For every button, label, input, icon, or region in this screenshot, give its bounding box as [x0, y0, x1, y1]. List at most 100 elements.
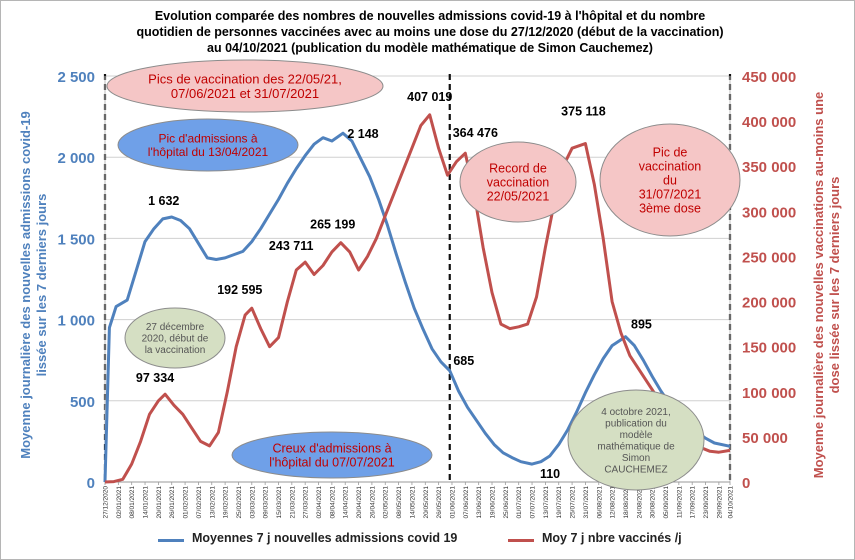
data-label: 243 711	[269, 239, 314, 253]
callout-text: 2020, début de	[142, 334, 209, 345]
legend: Moyennes 7 j nouvelles admissions covid …	[150, 531, 750, 553]
x-tick-label: 19/02/2021	[223, 486, 230, 519]
axes: 0 500 1 000 1 500 2 000 2 500 0 50 000 100 000 15…	[57, 69, 796, 519]
x-tick-label: 13/07/2021	[543, 486, 550, 519]
right-tick-label: 100 000	[742, 385, 796, 402]
chart-svg: 0 500 1 000 1 500 2 000 2 500 0 50 000 100 000 15…	[57, 59, 796, 519]
x-tick-label: 11/09/2021	[676, 486, 683, 518]
data-labels: 1 632 2 148 685 110 895 97 334 192 595 243 711 2…	[136, 90, 652, 481]
x-tick-label: 06/08/2021	[596, 486, 603, 519]
data-label: 1 632	[148, 194, 179, 208]
x-tick-label: 07/02/2021	[196, 486, 203, 519]
data-label: 110	[540, 467, 560, 481]
data-label: 97 334	[136, 371, 174, 385]
callout-shape	[106, 59, 384, 113]
x-tick-label: 19/06/2021	[490, 486, 497, 519]
x-tick-label: 08/01/2021	[129, 486, 136, 519]
title-line-3: au 04/10/2021 (publication du modèle mat…	[207, 41, 653, 55]
x-tick-label: 19/07/2021	[556, 486, 563, 519]
callout-text: vaccination	[487, 175, 550, 189]
data-label: 364 476	[453, 126, 498, 140]
x-tick-label: 25/02/2021	[236, 486, 243, 519]
x-tick-label: 25/07/2021	[570, 486, 577, 519]
x-tick-label: 01/07/2021	[516, 486, 523, 519]
right-tick-label: 300 000	[742, 204, 796, 221]
x-tick-label: 27/12/2020	[103, 486, 110, 519]
callout-text: publication du	[605, 418, 667, 429]
x-tick-label: 14/04/2021	[343, 486, 350, 519]
x-tick-label: 21/03/2021	[289, 486, 296, 519]
x-tick-label: 01/06/2021	[449, 486, 456, 519]
legend-swatch-admissions	[158, 539, 184, 542]
callout-text: l'hôpital du 07/07/2021	[269, 455, 394, 469]
x-tick-label: 07/06/2021	[463, 486, 470, 519]
admissions-line	[103, 131, 731, 483]
data-label: 265 199	[310, 218, 355, 232]
x-tick-label: 13/02/2021	[209, 486, 216, 519]
callout-shape	[459, 141, 577, 223]
x-tick-label: 12/08/2021	[610, 486, 617, 519]
x-tick-label: 26/01/2021	[169, 486, 176, 519]
x-tick-label: 15/03/2021	[276, 486, 283, 519]
callout-text: la vaccination	[145, 345, 206, 356]
callout-text: 22/05/2021	[487, 189, 550, 203]
x-tick-label: 25/06/2021	[503, 486, 510, 519]
x-tick-label: 20/01/2021	[156, 486, 163, 519]
x-tick-label: 03/03/2021	[249, 486, 256, 519]
callout-text: Pics de vaccination des 22/05/21,	[148, 71, 342, 86]
legend-label-admissions: Moyennes 7 j nouvelles admissions covid …	[192, 531, 458, 545]
callout-text: 3ème dose	[639, 201, 701, 215]
right-tick-label: 50 000	[742, 430, 788, 447]
callout-text: modèle	[620, 430, 653, 441]
x-tick-label: 18/08/2021	[623, 486, 630, 519]
x-tick-label: 20/04/2021	[356, 486, 363, 519]
left-tick-label: 2 500	[57, 69, 95, 86]
callout-text: 4 octobre 2021,	[601, 407, 671, 418]
chart-title: Evolution comparée des nombres de nouvel…	[60, 8, 800, 56]
right-tick-label: 200 000	[742, 295, 796, 312]
x-tick-label: 27/03/2021	[303, 486, 310, 519]
x-tick-label: 14/01/2021	[143, 486, 150, 519]
callout-text: Creux d'admissions à	[272, 441, 391, 455]
left-tick-label: 500	[70, 394, 95, 411]
x-tick-label: 05/09/2021	[663, 486, 670, 519]
callout-text: 07/06/2021 et 31/07/2021	[171, 86, 319, 101]
x-tick-label: 26/05/2021	[436, 486, 443, 519]
callout-shape	[231, 431, 433, 479]
data-label: 685	[453, 354, 474, 368]
callout-text: du	[663, 173, 677, 187]
x-tick-label: 20/05/2021	[423, 486, 430, 519]
x-tick-label: 13/06/2021	[476, 486, 483, 519]
x-tick-label: 30/08/2021	[650, 486, 657, 519]
series-lines	[103, 113, 731, 484]
callout-text: Pic de	[653, 145, 688, 159]
right-tick-label: 350 000	[742, 159, 796, 176]
right-tick-label: 0	[742, 475, 750, 492]
callout-text: 31/07/2021	[639, 187, 702, 201]
callout-shape	[117, 118, 299, 172]
callouts: Pics de vaccination des 22/05/21,07/06/2…	[106, 59, 741, 491]
x-tick-label: 02/04/2021	[316, 486, 323, 519]
left-tick-label: 1 500	[57, 231, 95, 248]
left-tick-label: 0	[87, 475, 95, 492]
vaccinations-line	[104, 113, 731, 484]
x-tick-label: 08/04/2021	[329, 486, 336, 519]
callout-text: mathématique de	[597, 441, 675, 452]
x-tick-label: 14/05/2021	[409, 486, 416, 519]
callout-text: CAUCHEMEZ	[604, 464, 667, 475]
callout-text: l'hôpital du 13/04/2021	[148, 145, 269, 159]
x-tick-label: 24/08/2021	[636, 486, 643, 519]
callout-text: Simon	[622, 453, 650, 464]
cloud-hosp-peak: Pic d'admissions àl'hôpital du 13/04/202…	[117, 118, 299, 172]
left-tick-label: 2 000	[57, 150, 95, 167]
title-line-2: quotidien de personnes vaccinées avec au…	[136, 25, 724, 39]
callout-shape	[124, 307, 226, 369]
callout-text: vaccination	[639, 159, 702, 173]
callout-text: Pic d'admissions à	[159, 131, 258, 145]
x-tick-label: 17/09/2021	[690, 486, 697, 519]
x-tick-label: 29/09/2021	[716, 486, 723, 519]
right-tick-label: 250 000	[742, 249, 796, 266]
